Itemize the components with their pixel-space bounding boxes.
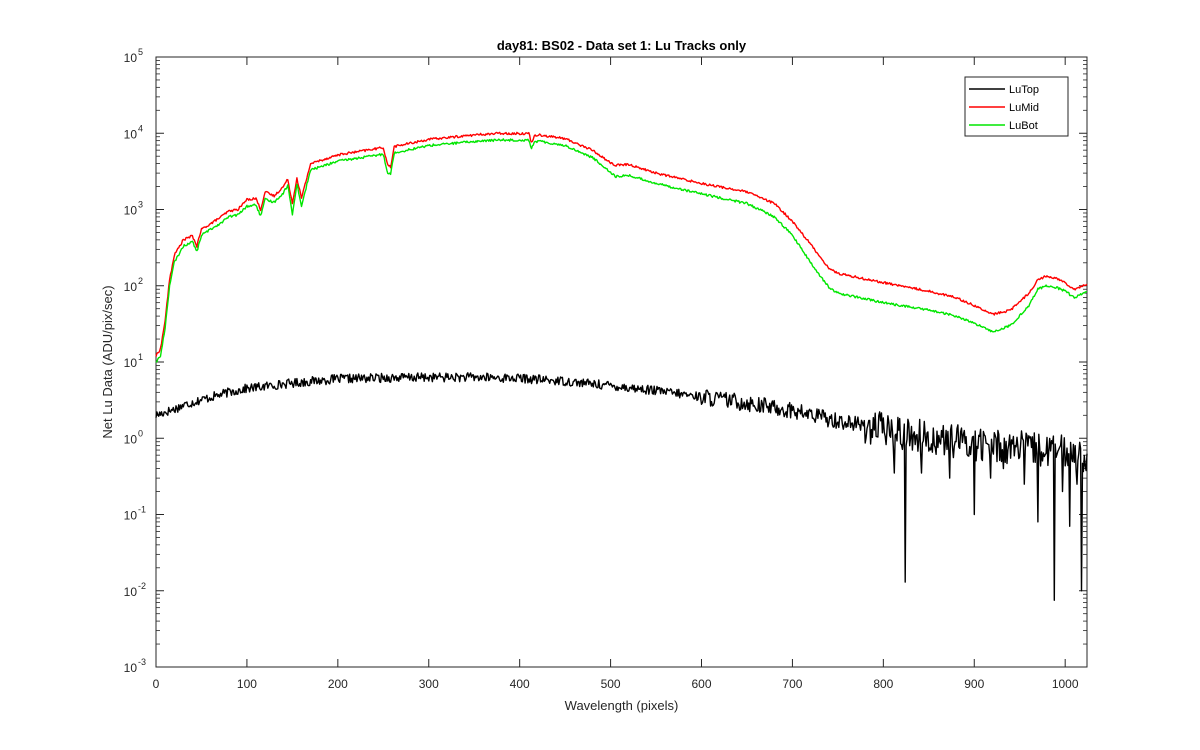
- y-tick-label: 10: [124, 661, 138, 675]
- x-tick-label: 400: [510, 677, 530, 691]
- x-tick-label: 700: [782, 677, 802, 691]
- y-tick-exponent: 5: [138, 47, 143, 57]
- y-tick-exponent: 3: [138, 200, 143, 210]
- legend-label-lutop: LuTop: [1009, 84, 1039, 96]
- chart-title: day81: BS02 - Data set 1: Lu Tracks only: [497, 38, 747, 53]
- series-group: [155, 131, 1088, 601]
- y-tick-label: 10: [124, 127, 138, 141]
- x-tick-label: 100: [237, 677, 257, 691]
- y-tick-label: 10: [124, 585, 138, 599]
- y-tick-exponent: 4: [138, 123, 143, 133]
- x-tick-label: 1000: [1052, 677, 1079, 691]
- y-tick-label: 10: [124, 51, 138, 65]
- y-tick-exponent: -3: [138, 657, 146, 667]
- y-tick-label: 10: [124, 356, 138, 370]
- y-tick-exponent: 2: [138, 276, 143, 286]
- y-tick-label: 10: [124, 280, 138, 294]
- x-tick-label: 800: [873, 677, 893, 691]
- y-tick-exponent: -1: [138, 505, 146, 515]
- y-tick-exponent: -2: [138, 581, 146, 591]
- y-axis-label: Net Lu Data (ADU/pix/sec): [100, 285, 115, 438]
- legend-label-lubot: LuBot: [1009, 120, 1038, 132]
- x-tick-label: 500: [601, 677, 621, 691]
- y-tick-exponent: 0: [138, 428, 143, 438]
- legend-label-lumid: LuMid: [1009, 102, 1039, 114]
- legend: LuTop LuMid LuBot: [964, 76, 1069, 137]
- x-tick-label: 0: [153, 677, 160, 691]
- x-axis-label: Wavelength (pixels): [565, 698, 679, 713]
- x-tick-label: 200: [328, 677, 348, 691]
- y-tick-label: 10: [124, 204, 138, 218]
- x-tick-label: 600: [691, 677, 711, 691]
- series-line-lubot: [155, 138, 1088, 363]
- x-tick-label: 900: [964, 677, 984, 691]
- x-tick-label: 300: [419, 677, 439, 691]
- y-tick-exponent: 1: [138, 352, 143, 362]
- series-line-lumid: [155, 131, 1088, 357]
- plot-frame: [155, 56, 1088, 668]
- y-tick-label: 10: [124, 432, 138, 446]
- plot-area: [155, 56, 1088, 668]
- series-line-lutop: [155, 372, 1088, 601]
- y-tick-label: 10: [124, 509, 138, 523]
- x-axis-ticks: 0 100 200 300 400 500 600 700 800 900 1000: [153, 57, 1079, 691]
